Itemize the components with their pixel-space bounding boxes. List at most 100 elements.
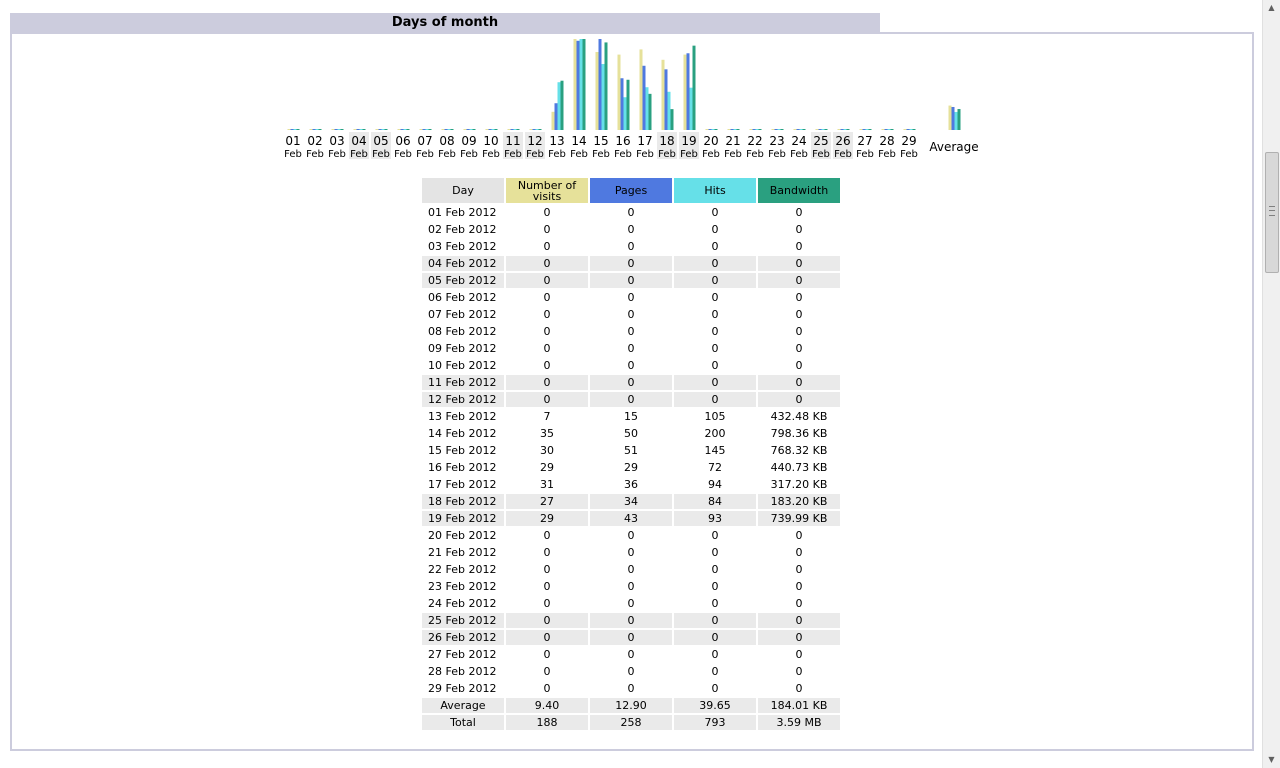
x-tick-day: 28	[879, 134, 894, 148]
cell-pages: 0	[627, 325, 635, 338]
x-tick-month: Feb	[328, 149, 346, 160]
cell-bandwidth: 0	[795, 359, 803, 372]
cell-hits: 0	[711, 682, 719, 695]
x-tick-day: 15	[593, 134, 608, 148]
x-tick-day: 11	[505, 134, 520, 148]
x-tick-month: Feb	[592, 149, 610, 160]
bar-pages	[400, 129, 404, 130]
bar-hits	[843, 129, 847, 130]
cell-pages: 34	[590, 494, 672, 509]
bar-visits	[529, 129, 533, 130]
bar-bandwidth	[472, 129, 476, 130]
bar-pages	[488, 129, 492, 130]
table-row: 25 Feb 2012 0 0 0 0	[422, 613, 840, 628]
table-row: 13 Feb 2012 7 15 105 432.48 KB	[422, 409, 840, 424]
bar-pages	[708, 129, 712, 130]
cell-pages: 29	[624, 461, 638, 474]
bar-bandwidth	[560, 80, 564, 130]
bar-bandwidth	[692, 45, 696, 130]
bar-hits	[359, 129, 363, 130]
cell-visits: 0	[543, 529, 551, 542]
weekend-shade	[679, 132, 699, 159]
x-tick-day: 05	[373, 134, 388, 148]
cell-hits: 39.65	[674, 698, 756, 713]
bar-bandwidth	[890, 129, 894, 130]
x-tick-day: 04	[351, 134, 366, 148]
scroll-down-icon[interactable]: ▼	[1268, 755, 1275, 764]
table-row: 18 Feb 2012 27 34 84 183.20 KB	[422, 494, 840, 509]
cell-pages: 0	[590, 613, 672, 628]
cell-bandwidth: 0	[795, 325, 803, 338]
bar-visits	[419, 129, 423, 130]
bar-bandwidth	[846, 129, 850, 130]
cell-visits: 7	[543, 410, 551, 423]
cell-bandwidth: 0	[795, 597, 803, 610]
cell-pages: 50	[624, 427, 638, 440]
table-row: 16 Feb 2012 29 29 72 440.73 KB	[422, 460, 840, 475]
x-tick-day: 25	[813, 134, 828, 148]
bar-hits	[601, 64, 605, 130]
bar-hits	[777, 129, 781, 130]
x-tick-day: 19	[681, 134, 696, 148]
cell-visits: 31	[540, 478, 554, 491]
vertical-scrollbar[interactable]: ▲ ▼	[1262, 0, 1280, 768]
cell-visits: 0	[506, 392, 588, 407]
x-tick-month: Feb	[394, 149, 412, 160]
bar-hits	[403, 129, 407, 130]
table-header-row: Day Number of visits Pages Hits Bandwidt…	[422, 178, 840, 203]
x-tick-month: Feb	[658, 149, 676, 160]
cell-visits: 0	[506, 273, 588, 288]
bar-visits	[771, 129, 775, 130]
bar-hits	[821, 129, 825, 130]
table-row: 29 Feb 2012 0 0 0 0	[422, 681, 840, 696]
x-tick-month: Feb	[614, 149, 632, 160]
bar-pages	[510, 129, 514, 130]
bar-hits	[865, 129, 869, 130]
bar-bandwidth	[758, 129, 762, 130]
bar-visits	[397, 129, 401, 130]
bar-visits	[595, 52, 599, 130]
bar-bandwidth	[494, 129, 498, 130]
cell-visits: 0	[543, 206, 551, 219]
x-tick-month: Feb	[548, 149, 566, 160]
cell-bandwidth: 0	[795, 308, 803, 321]
bar-visits	[309, 129, 313, 130]
cell-bandwidth: 0	[795, 291, 803, 304]
scroll-up-icon[interactable]: ▲	[1268, 3, 1275, 12]
cell-hits: 0	[711, 359, 719, 372]
x-tick-month: Feb	[834, 149, 852, 160]
x-tick-month: Feb	[350, 149, 368, 160]
bar-visits	[485, 129, 489, 130]
bar-visits	[881, 129, 885, 130]
cell-visits: 0	[543, 291, 551, 304]
cell-bandwidth: 0	[795, 682, 803, 695]
table-row: 14 Feb 2012 35 50 200 798.36 KB	[422, 426, 840, 441]
cell-hits: 200	[704, 427, 726, 440]
bar-visits	[683, 54, 687, 130]
cell-hits: 0	[711, 223, 719, 236]
x-tick-day: 27	[857, 134, 872, 148]
cell-hits: 0	[674, 630, 756, 645]
table-row: 26 Feb 2012 0 0 0 0	[422, 630, 840, 645]
bar-pages	[576, 40, 580, 130]
average-bar-pages	[951, 106, 955, 130]
bar-visits	[287, 129, 291, 130]
bar-bandwidth	[780, 129, 784, 130]
cell-day: 19 Feb 2012	[422, 511, 504, 526]
cell-day: 18 Feb 2012	[422, 494, 504, 509]
cell-day: 20 Feb 2012	[428, 529, 497, 542]
bar-hits	[579, 39, 583, 130]
bar-hits	[667, 91, 671, 130]
bar-bandwidth	[912, 129, 916, 130]
cell-visits: 0	[543, 308, 551, 321]
cell-hits: 0	[711, 529, 719, 542]
cell-pages: 0	[627, 648, 635, 661]
cell-pages: 0	[627, 223, 635, 236]
bar-pages	[818, 129, 822, 130]
x-tick-month: Feb	[702, 149, 720, 160]
x-tick-month: Feb	[746, 149, 764, 160]
cell-hits: 0	[711, 308, 719, 321]
bar-visits	[749, 129, 753, 130]
scroll-thumb[interactable]	[1265, 152, 1279, 273]
cell-hits: 793	[674, 715, 756, 730]
